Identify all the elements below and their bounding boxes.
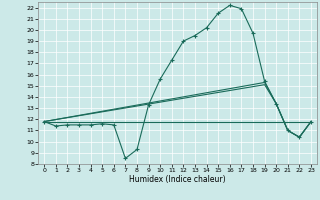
X-axis label: Humidex (Indice chaleur): Humidex (Indice chaleur) bbox=[129, 175, 226, 184]
